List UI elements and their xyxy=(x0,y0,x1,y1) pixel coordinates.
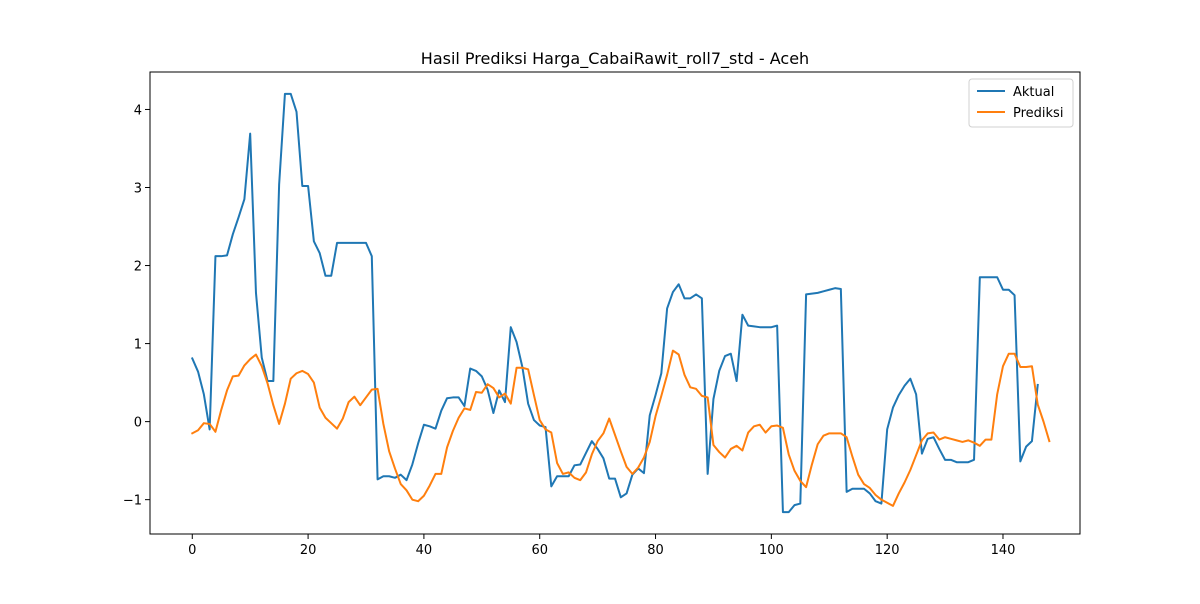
x-tick-label: 140 xyxy=(991,543,1016,558)
y-tick-label: 2 xyxy=(134,260,142,275)
y-tick-label: 4 xyxy=(134,103,142,118)
legend-label-aktual: Aktual xyxy=(1013,85,1054,100)
x-tick-label: 0 xyxy=(188,543,196,558)
plot-frame xyxy=(149,71,1081,535)
series-layer xyxy=(190,92,1051,514)
y-tick-label: 3 xyxy=(134,182,142,197)
x-tick-label: 60 xyxy=(531,543,548,558)
axes-layer: 0 20 40 60 80 100 120 140 −1 0 1 2 3 4 xyxy=(123,71,1081,558)
x-tick-label: 40 xyxy=(416,543,433,558)
y-tick-label: −1 xyxy=(123,494,142,509)
chart-title: Hasil Prediksi Harga_CabaiRawit_roll7_st… xyxy=(421,49,809,69)
x-tick-label: 120 xyxy=(875,543,900,558)
y-tick-label: 1 xyxy=(134,338,142,353)
x-tick-label: 80 xyxy=(647,543,664,558)
x-tick-label: 100 xyxy=(759,543,784,558)
legend: Aktual Prediksi xyxy=(968,78,1074,128)
series-line-aktual xyxy=(190,92,1039,514)
x-tick-label: 20 xyxy=(300,543,317,558)
series-line-prediksi xyxy=(190,349,1051,507)
legend-label-prediksi: Prediksi xyxy=(1013,106,1063,121)
y-tick-label: 0 xyxy=(134,416,142,431)
